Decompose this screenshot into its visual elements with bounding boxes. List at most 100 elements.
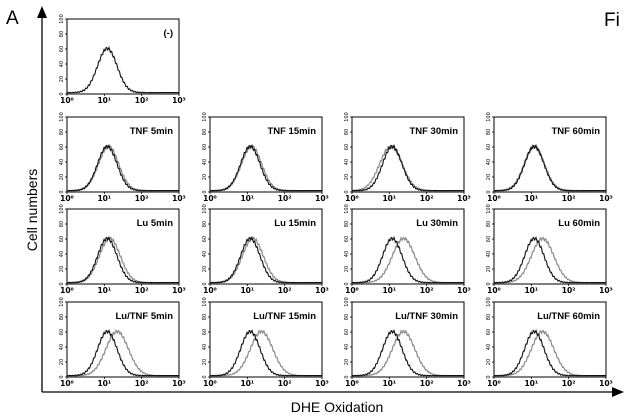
x-tick-label: 10³ (599, 379, 613, 388)
x-tick-label: 10³ (172, 194, 186, 203)
panel-frame (493, 208, 607, 285)
y-tick-label: 20 (344, 359, 350, 365)
y-tick-label: 100 (59, 112, 65, 122)
histogram-control-line (66, 45, 179, 94)
histogram-control-line (351, 143, 464, 192)
panel-label: Lu 15min (274, 218, 316, 229)
y-tick-label: 0 (344, 282, 350, 285)
histogram-control-line (66, 328, 179, 377)
x-tick-label: 10⁰ (345, 379, 359, 388)
y-tick-label: 0 (486, 282, 492, 285)
y-tick-label: 20 (486, 174, 492, 180)
y-tick-label: 60 (202, 144, 208, 150)
histogram-control-line (351, 328, 464, 377)
y-tick-label: 20 (202, 174, 208, 180)
y-tick-label: 100 (486, 297, 492, 307)
panel-frame (351, 301, 465, 378)
x-tick-label: 10⁰ (60, 379, 74, 388)
y-tick-label: 60 (59, 144, 65, 150)
histogram-panel: 0 20 40 60 80 100 10⁰ 10¹ 10² 10³ TNF 5min (59, 112, 186, 203)
y-tick-label: 40 (202, 159, 208, 165)
panel-label: Lu/TNF 30min (395, 311, 458, 322)
histogram-panel: 0 20 40 60 80 100 10⁰ 10¹ 10² 10³ Lu/TNF 15min (202, 297, 329, 388)
histogram-control-line (66, 143, 179, 192)
x-tick-label: 10² (420, 286, 434, 295)
panel-frame (66, 116, 180, 193)
histogram-treated-line (209, 235, 323, 284)
histogram-control-line (209, 143, 322, 192)
y-tick-label: 80 (486, 221, 492, 227)
corner-text: Fi (604, 10, 620, 31)
y-tick-label: 80 (486, 129, 492, 135)
x-tick-label: 10¹ (240, 286, 254, 295)
histogram-control-line (493, 235, 606, 284)
y-tick-label: 40 (59, 61, 65, 67)
y-tick-label: 40 (344, 159, 350, 165)
y-tick-label: 0 (486, 190, 492, 193)
panel-frame (66, 18, 180, 95)
x-tick-label: 10² (420, 379, 434, 388)
x-tick-label: 10² (135, 379, 149, 388)
x-tick-label: 10³ (457, 379, 471, 388)
x-tick-label: 10⁰ (487, 286, 501, 295)
histogram-treated-line (209, 144, 323, 192)
y-tick-label: 80 (59, 314, 65, 320)
y-tick-label: 0 (202, 375, 208, 378)
panel-frame (66, 301, 180, 378)
y-tick-label: 60 (59, 236, 65, 242)
y-tick-label: 100 (59, 14, 65, 24)
y-tick-label: 20 (344, 266, 350, 272)
x-tick-label: 10¹ (240, 379, 254, 388)
panel-frame (351, 208, 465, 285)
x-tick-label: 10¹ (97, 194, 111, 203)
x-tick-label: 10⁰ (487, 194, 501, 203)
y-tick-label: 20 (486, 359, 492, 365)
histogram-panel: 0 20 40 60 80 100 10⁰ 10¹ 10² 10³ (-) (59, 14, 186, 105)
histogram-treated-line (493, 329, 607, 377)
panel-label: TNF 60min (551, 126, 600, 137)
histogram-treated-line (209, 329, 323, 377)
x-tick-label: 10³ (599, 286, 613, 295)
panel-label: Lu/TNF 5min (115, 311, 173, 322)
y-tick-label: 100 (344, 112, 350, 122)
x-tick-label: 10³ (172, 96, 186, 105)
y-tick-label: 60 (486, 329, 492, 335)
histogram-panel: 0 20 40 60 80 100 10⁰ 10¹ 10² 10³ TNF 30min (344, 112, 471, 203)
y-tick-label: 80 (59, 221, 65, 227)
y-tick-label: 100 (344, 204, 350, 214)
y-tick-label: 40 (344, 251, 350, 257)
histogram-treated-line (66, 329, 180, 377)
histogram-treated-line (351, 329, 465, 377)
y-tick-label: 40 (59, 344, 65, 350)
x-tick-label: 10³ (315, 379, 329, 388)
panel-label: TNF 30min (409, 126, 458, 137)
y-tick-label: 100 (59, 297, 65, 307)
histogram-panel: 0 20 40 60 80 100 10⁰ 10¹ 10² 10³ Lu 30min (344, 204, 471, 295)
panel-label: Lu 30min (416, 218, 458, 229)
y-tick-label: 0 (59, 92, 65, 95)
x-tick-label: 10² (278, 194, 292, 203)
y-tick-label: 20 (59, 266, 65, 272)
y-tick-label: 40 (344, 344, 350, 350)
y-tick-label: 100 (486, 204, 492, 214)
y-tick-label: 100 (202, 204, 208, 214)
panel-frame (66, 208, 180, 285)
x-tick-label: 10⁰ (345, 286, 359, 295)
x-tick-label: 10² (562, 286, 576, 295)
x-tick-label: 10¹ (97, 286, 111, 295)
y-tick-label: 40 (486, 159, 492, 165)
x-tick-label: 10² (135, 286, 149, 295)
x-tick-label: 10⁰ (60, 286, 74, 295)
y-tick-label: 0 (202, 282, 208, 285)
y-tick-label: 20 (59, 359, 65, 365)
y-tick-label: 0 (344, 375, 350, 378)
histogram-control-line (493, 328, 606, 377)
y-tick-label: 80 (59, 31, 65, 37)
x-tick-label: 10⁰ (60, 194, 74, 203)
y-tick-label: 80 (344, 314, 350, 320)
x-tick-label: 10¹ (524, 286, 538, 295)
panel-frame (209, 208, 323, 285)
histogram-control-line (209, 235, 322, 284)
panel-letter: A (6, 8, 19, 29)
